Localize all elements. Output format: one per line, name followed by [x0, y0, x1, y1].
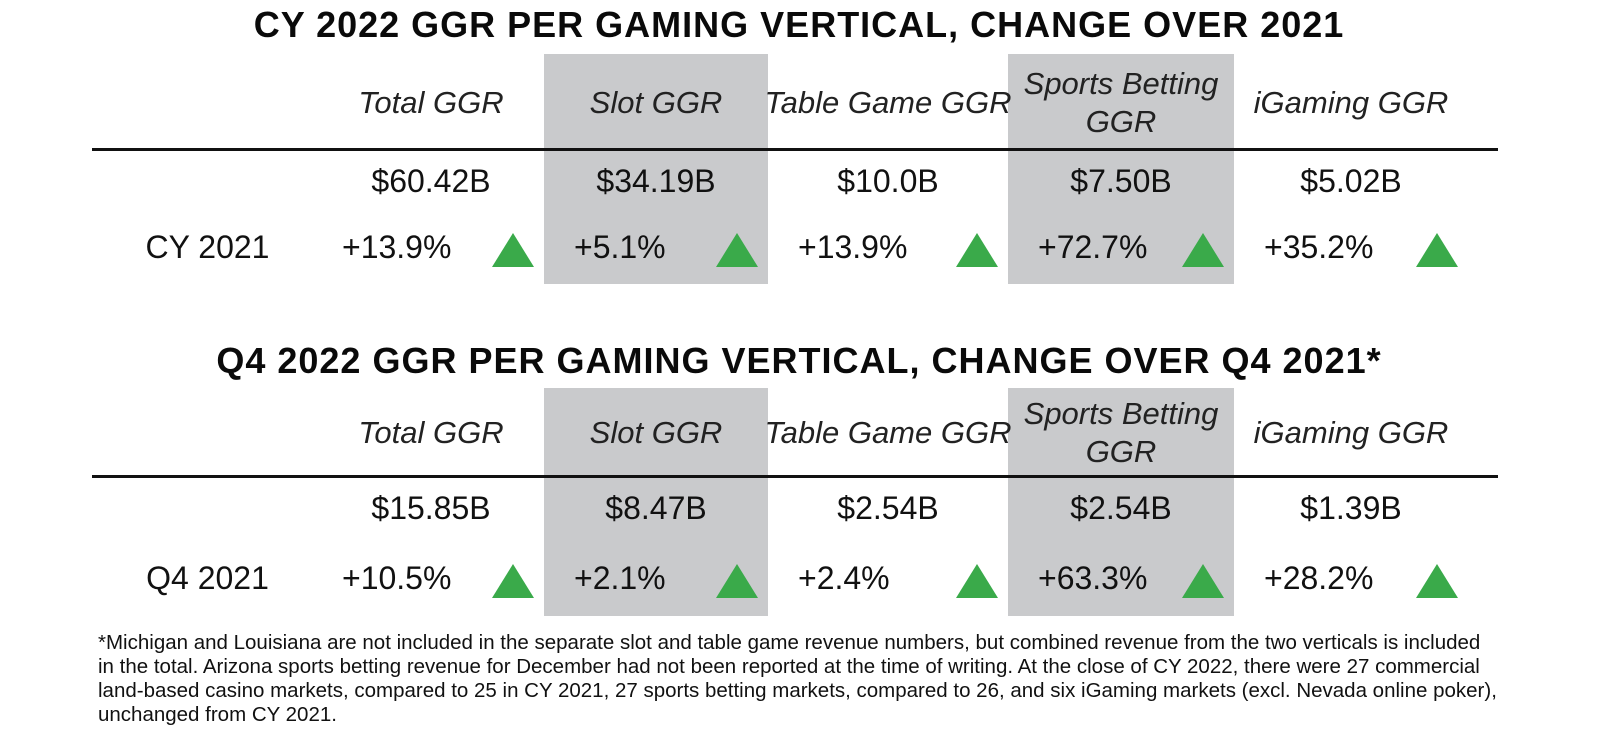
total-value: $8.47B	[605, 490, 707, 526]
change-value: +13.9%	[798, 229, 908, 265]
total-value: $1.39B	[1300, 490, 1402, 526]
total-value: $34.19B	[596, 163, 716, 199]
change-value: +63.3%	[1038, 560, 1148, 596]
column-header: Slot GGR	[589, 85, 723, 120]
up-triangle-icon	[492, 233, 534, 267]
column-header: iGaming GGR	[1253, 415, 1449, 450]
change-value: +28.2%	[1264, 560, 1374, 596]
up-triangle-icon	[1416, 564, 1458, 598]
column-header: iGaming GGR	[1253, 85, 1449, 120]
header-rule	[92, 148, 1498, 151]
column-header: Table Game GGR	[764, 415, 1012, 450]
change-value: +2.4%	[798, 560, 890, 596]
column-header: Total GGR	[358, 415, 504, 450]
up-triangle-icon	[492, 564, 534, 598]
column-header: Sports Betting GGR	[1023, 396, 1219, 469]
comparison-label: Q4 2021	[146, 560, 269, 596]
column-header: Total GGR	[358, 85, 504, 120]
section-title: CY 2022 GGR PER GAMING VERTICAL, CHANGE …	[253, 4, 1345, 45]
up-triangle-icon	[1182, 233, 1224, 267]
comparison-label: CY 2021	[145, 229, 270, 265]
total-value: $15.85B	[371, 490, 491, 526]
change-value: +5.1%	[574, 229, 666, 265]
total-value: $2.54B	[837, 490, 939, 526]
change-value: +2.1%	[574, 560, 666, 596]
total-value: $5.02B	[1300, 163, 1402, 199]
section-title: Q4 2022 GGR PER GAMING VERTICAL, CHANGE …	[216, 340, 1382, 381]
change-value: +35.2%	[1264, 229, 1374, 265]
up-triangle-icon	[1182, 564, 1224, 598]
up-triangle-icon	[716, 564, 758, 598]
column-header: Slot GGR	[589, 415, 723, 450]
total-value: $10.0B	[837, 163, 939, 199]
total-value: $60.42B	[371, 163, 491, 199]
total-value: $7.50B	[1070, 163, 1172, 199]
column-header: Table Game GGR	[764, 85, 1012, 120]
change-value: +10.5%	[342, 560, 452, 596]
column-header: Sports Betting GGR	[1023, 66, 1219, 139]
header-rule	[92, 475, 1498, 478]
change-value: +13.9%	[342, 229, 452, 265]
up-triangle-icon	[956, 233, 998, 267]
up-triangle-icon	[716, 233, 758, 267]
change-value: +72.7%	[1038, 229, 1148, 265]
up-triangle-icon	[1416, 233, 1458, 267]
total-value: $2.54B	[1070, 490, 1172, 526]
footnote: *Michigan and Louisiana are not included…	[98, 631, 1497, 726]
up-triangle-icon	[956, 564, 998, 598]
